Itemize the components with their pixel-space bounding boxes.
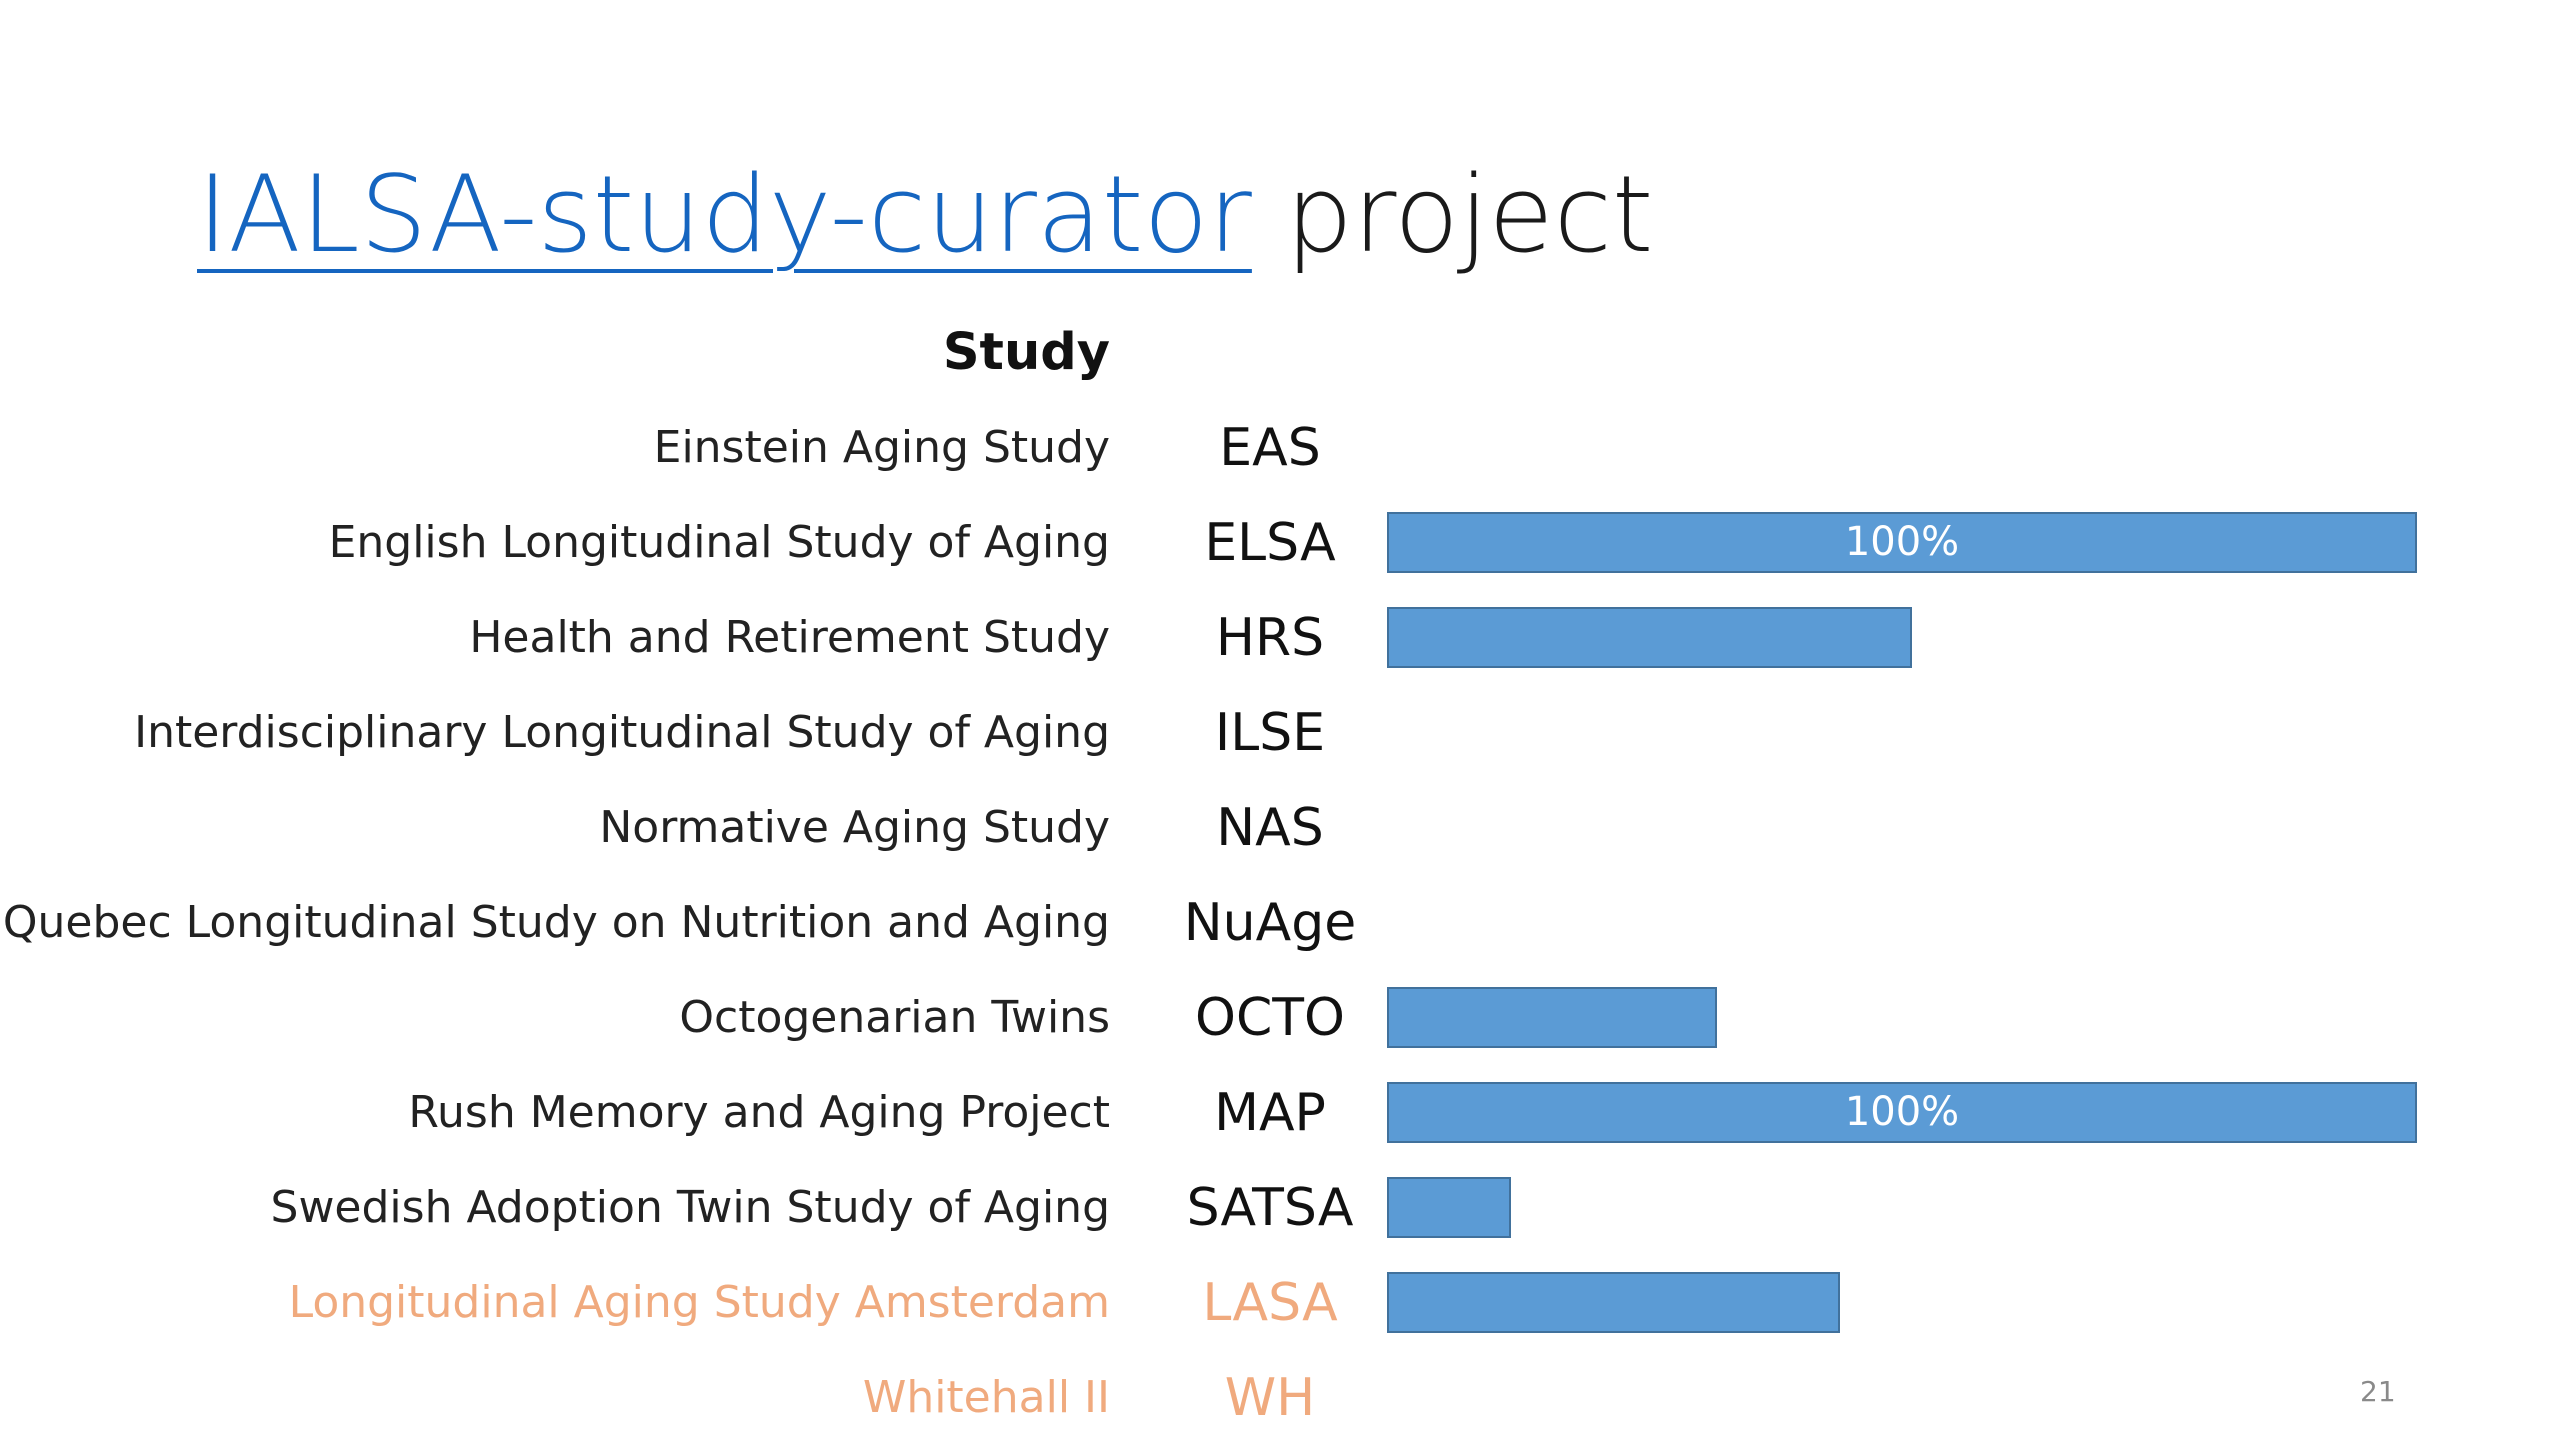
title-link[interactable]: IALSA-study-curator [197, 153, 1252, 276]
study-name: English Longitudinal Study of Aging [328, 517, 1110, 568]
study-name: Whitehall II [862, 1372, 1110, 1423]
study-name: Health and Retirement Study [469, 612, 1110, 663]
study-name: Quebec Longitudinal Study on Nutrition a… [2, 897, 1110, 948]
study-name: Normative Aging Study [599, 802, 1110, 853]
progress-bar [1387, 1177, 1511, 1238]
study-name: Swedish Adoption Twin Study of Aging [270, 1182, 1110, 1233]
study-name: Einstein Aging Study [653, 422, 1110, 473]
study-abbreviation-text: WH [1224, 1368, 1316, 1428]
study-abbreviation-text: LASA [1202, 1273, 1338, 1333]
progress-bar: 100% [1387, 1082, 2417, 1143]
study-column-header: Study [942, 323, 1110, 382]
study-abbreviation-text: OCTO [1195, 988, 1345, 1048]
page-number: 21 [2360, 1375, 2396, 1408]
progress-bar [1387, 987, 1717, 1048]
slide-title: IALSA-study-curator project [197, 150, 1653, 280]
bar-value-label: 100% [1844, 1089, 1960, 1135]
progress-bar [1387, 607, 1912, 668]
study-abbreviation-text: ELSA [1204, 513, 1336, 573]
study-abbreviation-text: MAP [1214, 1083, 1326, 1143]
study-abbreviation-text: HRS [1215, 608, 1325, 668]
study-abbreviation-text: SATSA [1186, 1178, 1354, 1238]
study-name: Octogenarian Twins [679, 992, 1110, 1043]
study-abbreviation-text: NAS [1216, 798, 1324, 858]
progress-bar [1387, 1272, 1840, 1333]
study-name: Longitudinal Aging Study Amsterdam [288, 1277, 1110, 1328]
bar-value-label: 100% [1844, 519, 1960, 565]
study-abbreviation-text: EAS [1219, 418, 1321, 478]
title-rest: project [1251, 153, 1654, 276]
study-name: Interdisciplinary Longitudinal Study of … [134, 707, 1110, 758]
study-abbreviation-text: NuAge [1183, 893, 1357, 953]
study-name: Rush Memory and Aging Project [408, 1087, 1110, 1138]
progress-bar: 100% [1387, 512, 2417, 573]
study-abbreviation-text: ILSE [1214, 703, 1326, 763]
